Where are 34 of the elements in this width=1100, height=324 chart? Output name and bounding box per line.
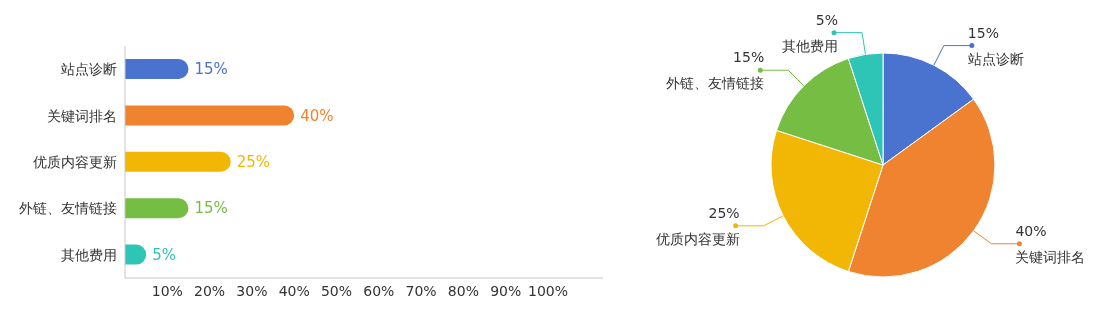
bar bbox=[125, 105, 295, 126]
slice-label: 关键词排名 bbox=[1015, 248, 1086, 265]
data-label: 25% bbox=[708, 204, 740, 221]
slice-label: 优质内容更新 bbox=[655, 230, 740, 247]
slice-label: 外链、友情链接 bbox=[666, 75, 765, 92]
data-label: 15% bbox=[967, 24, 999, 41]
x-tick-label: 70% bbox=[405, 282, 437, 299]
y-tick-label: 关键词排名 bbox=[47, 107, 117, 124]
x-tick-label: 50% bbox=[320, 282, 353, 299]
data-label: 25% bbox=[236, 153, 271, 172]
data-label: 15% bbox=[194, 60, 228, 79]
x-tick-label: 100% bbox=[527, 282, 569, 299]
y-tick-label: 站点诊断 bbox=[61, 61, 117, 78]
data-label: 15% bbox=[194, 199, 228, 218]
data-label: 5% bbox=[815, 11, 839, 28]
bar bbox=[125, 151, 231, 172]
x-tick-label: 40% bbox=[278, 282, 310, 299]
slice-label: 其他费用 bbox=[782, 37, 839, 54]
x-tick-label: 30% bbox=[236, 282, 268, 299]
slice-label: 站点诊断 bbox=[967, 50, 1024, 67]
y-tick-label: 其他费用 bbox=[61, 246, 117, 263]
data-label: 5% bbox=[152, 245, 176, 264]
data-label: 15% bbox=[733, 49, 765, 66]
y-tick-label: 外链、友情链接 bbox=[19, 200, 117, 217]
x-tick-label: 10% bbox=[151, 282, 183, 299]
data-label: 40% bbox=[300, 106, 334, 125]
x-tick-label: 80% bbox=[447, 282, 479, 299]
y-tick-label: 优质内容更新 bbox=[33, 153, 117, 170]
data-label: 40% bbox=[1015, 222, 1047, 239]
x-tick-label: 20% bbox=[194, 282, 226, 299]
bar bbox=[125, 198, 189, 219]
x-tick-label: 90% bbox=[490, 282, 522, 299]
x-tick-label: 60% bbox=[363, 282, 395, 299]
bar bbox=[125, 59, 189, 79]
